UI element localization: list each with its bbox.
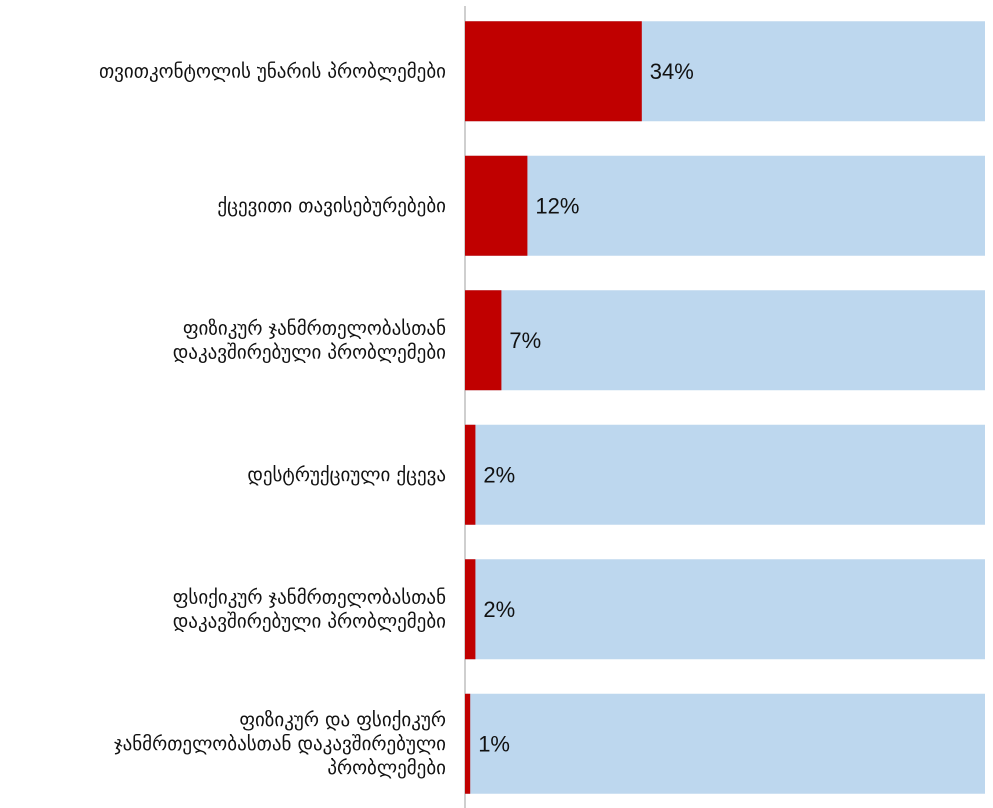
category-label: ფსიქიკურ ჯანმრთელობასთან დაკავშირებული პრ…	[173, 586, 446, 632]
data-label: 34%	[650, 59, 694, 84]
data-label: 1%	[478, 731, 510, 756]
data-label: 2%	[483, 597, 515, 622]
bar-remainder	[465, 155, 985, 256]
category-label-line: პრობლემები	[327, 757, 446, 779]
category-labels-group: თვითკონტოლის უნარის პრობლემები ქცევითი თა…	[99, 60, 446, 779]
category-label: ქცევითი თავისებურებები	[217, 195, 446, 217]
category-label-line: ქცევითი თავისებურებები	[217, 195, 446, 217]
bars-group	[465, 21, 985, 794]
bar-remainder	[465, 559, 985, 660]
category-label-line: ფიზიკურ და ფსიქიკურ	[239, 709, 446, 731]
category-label: ფიზიკურ ჯანმრთელობასთან დაკავშირებული პრო…	[173, 317, 446, 363]
bar-value	[465, 424, 476, 525]
category-label: თვითკონტოლის უნარის პრობლემები	[99, 60, 446, 82]
value-labels-group: 34% 12% 7% 2% 2% 1%	[478, 59, 694, 757]
bar-value	[465, 693, 471, 794]
data-label: 2%	[483, 462, 515, 487]
category-label: ფიზიკურ და ფსიქიკურ ჯანმრთელობასთან დაკავ…	[114, 709, 446, 779]
bar-value	[465, 21, 642, 122]
data-label: 12%	[535, 193, 579, 218]
category-label-line: ჯანმრთელობასთან დაკავშირებული	[114, 733, 446, 755]
bar-value	[465, 290, 502, 391]
category-label-line: დესტრუქციული ქცევა	[247, 464, 446, 486]
bar-remainder	[465, 424, 985, 525]
category-label-line: ფსიქიკურ ჯანმრთელობასთან	[173, 586, 446, 608]
bar-remainder	[465, 290, 985, 391]
category-label-line: დაკავშირებული პრობლემები	[173, 610, 446, 632]
category-label-line: ფიზიკურ ჯანმრთელობასთან	[183, 317, 446, 339]
category-label-line: თვითკონტოლის უნარის პრობლემები	[99, 60, 446, 82]
category-label-line: დაკავშირებული პრობლემები	[173, 341, 446, 363]
bar-value	[465, 559, 476, 660]
data-label: 7%	[509, 328, 541, 353]
bar-value	[465, 155, 528, 256]
bar-remainder	[465, 693, 985, 794]
category-label: დესტრუქციული ქცევა	[247, 464, 446, 486]
